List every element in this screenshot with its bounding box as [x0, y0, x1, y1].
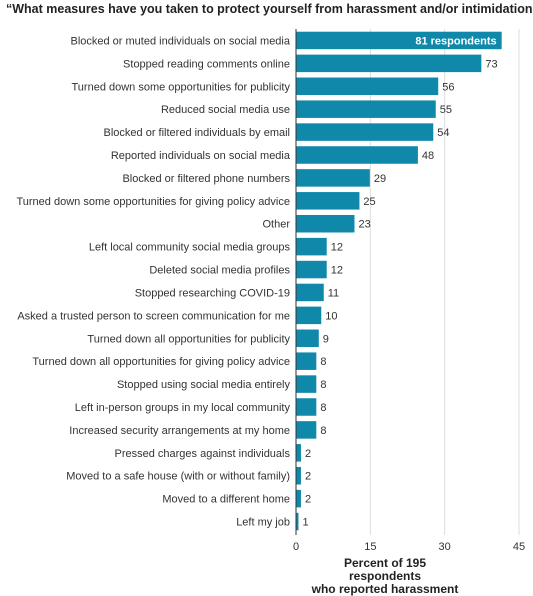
- x-tick-label: 0: [293, 541, 299, 553]
- category-label: Stopped researching COVID-19: [135, 287, 290, 299]
- bar: [296, 398, 317, 416]
- category-label: Reported individuals on social media: [111, 150, 291, 162]
- value-label: 81 respondents: [415, 35, 496, 47]
- bar: [296, 512, 299, 531]
- x-axis-label-line2: who reported harassment: [311, 582, 459, 596]
- value-label: 11: [328, 287, 339, 299]
- x-tick-label: 30: [439, 541, 451, 553]
- value-label: 2: [305, 471, 311, 483]
- category-label: Blocked or filtered individuals by email: [104, 127, 290, 139]
- value-label: 25: [363, 196, 375, 208]
- category-label: Reduced social media use: [161, 104, 290, 116]
- value-label: 8: [320, 425, 326, 437]
- category-label: Moved to a different home: [162, 494, 290, 506]
- value-labels: 81 respondents73565554482925231212111098…: [302, 35, 497, 528]
- x-axis-label-line1: Percent of 195 respondents: [343, 556, 427, 583]
- category-label: Pressed charges against individuals: [115, 448, 291, 460]
- chart-title: “What measures have you taken to protect…: [6, 2, 533, 16]
- category-label: Stopped using social media entirely: [117, 379, 291, 391]
- category-label: Blocked or filtered phone numbers: [122, 173, 290, 185]
- bar: [296, 146, 418, 164]
- value-label: 2: [305, 448, 311, 460]
- bar: [296, 444, 301, 462]
- bar: [296, 421, 317, 439]
- bar: [296, 352, 317, 370]
- value-label: 2: [305, 494, 311, 506]
- category-label: Stopped reading comments online: [123, 58, 290, 70]
- value-label: 12: [331, 265, 343, 277]
- bar: [296, 54, 482, 73]
- bar: [296, 169, 370, 187]
- category-label: Moved to a safe house (with or without f…: [66, 471, 290, 483]
- bar: [296, 31, 502, 50]
- bars: [296, 31, 502, 531]
- value-label: 1: [302, 517, 308, 529]
- category-labels: Blocked or muted individuals on social m…: [16, 35, 290, 528]
- value-label: 55: [440, 104, 452, 116]
- value-label: 10: [325, 310, 337, 322]
- category-label: Turned down all opportunities for public…: [87, 333, 290, 345]
- category-label: Blocked or muted individuals on social m…: [70, 35, 290, 47]
- bar: [296, 306, 322, 325]
- bar: [296, 283, 324, 302]
- value-label: 23: [358, 219, 370, 231]
- x-axis-label: Percent of 195 respondents who reported …: [310, 557, 460, 596]
- bar: [296, 192, 360, 210]
- value-label: 8: [320, 402, 326, 414]
- value-label: 12: [331, 242, 343, 254]
- category-label: Asked a trusted person to screen communi…: [17, 310, 290, 322]
- category-label: Other: [262, 219, 290, 231]
- bar: [296, 100, 436, 118]
- value-label: 8: [320, 356, 326, 368]
- bar: [296, 214, 355, 233]
- bar: [296, 123, 434, 141]
- value-label: 8: [320, 379, 326, 391]
- value-label: 54: [437, 127, 449, 139]
- value-label: 73: [485, 58, 497, 70]
- x-tick-label: 45: [513, 541, 525, 553]
- value-label: 48: [422, 150, 434, 162]
- bar: [296, 489, 301, 508]
- category-label: Deleted social media profiles: [149, 265, 290, 277]
- x-tick-label: 15: [364, 541, 376, 553]
- bar: [296, 329, 319, 348]
- category-label: Left in-person groups in my local commun…: [75, 402, 291, 414]
- category-label: Turned down all opportunities for giving…: [32, 356, 290, 368]
- x-tick-labels: 0 15 30 45: [293, 541, 525, 553]
- value-label: 9: [323, 333, 329, 345]
- bar: [296, 375, 317, 393]
- value-label: 56: [442, 81, 454, 93]
- category-label: Left my job: [236, 517, 290, 529]
- bar: [296, 260, 327, 279]
- bar: [296, 77, 439, 96]
- bar: [296, 466, 301, 485]
- category-label: Turned down some opportunities for publi…: [72, 81, 291, 93]
- category-label: Left local community social media groups: [89, 242, 291, 254]
- bar: [296, 237, 327, 256]
- category-label: Turned down some opportunities for givin…: [16, 196, 290, 208]
- grid-layer: [295, 29, 520, 535]
- category-label: Increased security arrangements at my ho…: [69, 425, 290, 437]
- value-label: 29: [374, 173, 386, 185]
